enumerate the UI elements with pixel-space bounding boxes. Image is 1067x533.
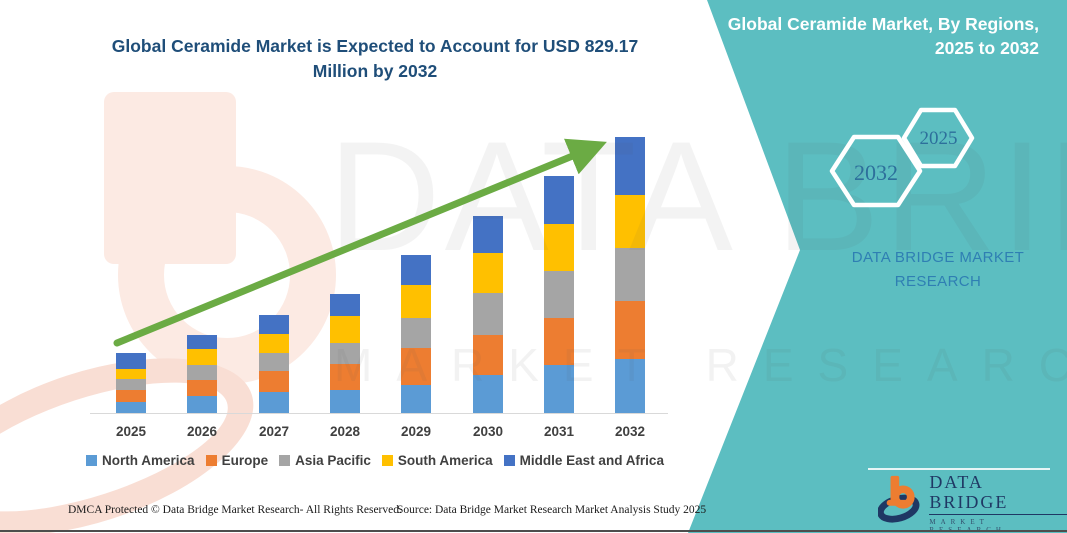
- legend-label: Asia Pacific: [295, 453, 371, 468]
- bar-segment-2031-north-america: [544, 364, 574, 413]
- bar-segment-2029-north-america: [401, 384, 431, 413]
- hexagon-2032-label: 2032: [854, 160, 898, 185]
- legend-item-north-america: North America: [86, 453, 195, 468]
- bar-segment-2029-middle-east-and-africa: [401, 254, 431, 285]
- bar-segment-2025-asia-pacific: [116, 378, 146, 390]
- x-axis-label-2028: 2028: [329, 424, 361, 439]
- legend-item-middle-east-and-africa: Middle East and Africa: [503, 453, 664, 468]
- bar-segment-2025-europe: [116, 389, 146, 402]
- bar-segment-2028-south-america: [330, 316, 360, 344]
- legend-swatch-icon: [503, 455, 515, 466]
- bar-segment-2028-middle-east-and-africa: [330, 294, 360, 317]
- legend-label: South America: [397, 453, 493, 468]
- bar-segment-2026-asia-pacific: [187, 364, 217, 381]
- bar-segment-2030-asia-pacific: [473, 293, 503, 335]
- bar-segment-2028-asia-pacific: [330, 343, 360, 365]
- logo-wordmark: DATA BRIDGE: [929, 472, 1067, 515]
- legend-swatch-icon: [279, 455, 291, 466]
- logo-divider-line: [868, 468, 1050, 470]
- dmca-text: DMCA Protected © Data Bridge Market Rese…: [68, 504, 402, 516]
- legend-item-asia-pacific: Asia Pacific: [279, 453, 371, 468]
- bar-segment-2026-middle-east-and-africa: [187, 334, 217, 350]
- bar-segment-2032-south-america: [615, 194, 645, 248]
- hexagon-2025-label: 2025: [919, 128, 958, 149]
- bar-segment-2029-south-america: [401, 284, 431, 319]
- bar-segment-2030-north-america: [473, 374, 503, 413]
- bar-segment-2027-north-america: [259, 392, 289, 413]
- bar-segment-2031-europe: [544, 318, 574, 365]
- panel-heading: Global Ceramide Market, By Regions, 2025…: [709, 13, 1039, 60]
- bar-segment-2028-north-america: [330, 389, 360, 413]
- legend-item-south-america: South America: [381, 453, 493, 468]
- source-text: Source: Data Bridge Market Research Mark…: [397, 504, 707, 516]
- bar-segment-2029-europe: [401, 348, 431, 385]
- legend-label: Europe: [221, 453, 269, 468]
- bar-segment-2027-europe: [259, 371, 289, 393]
- chart-title: Global Ceramide Market is Expected to Ac…: [88, 34, 662, 85]
- panel-heading-line1: Global Ceramide Market, By Regions,: [727, 14, 1039, 34]
- bar-segment-2027-south-america: [259, 334, 289, 354]
- chart-title-line1: Global Ceramide Market is Expected to Ac…: [111, 36, 639, 56]
- logo-subtitle: MARKET RESEARCH: [929, 517, 1001, 533]
- bar-segment-2030-south-america: [473, 253, 503, 294]
- bar-segment-2028-europe: [330, 364, 360, 390]
- bar-segment-2032-middle-east-and-africa: [615, 137, 645, 195]
- brand-text: DATA BRIDGE MARKET RESEARCH: [851, 249, 1025, 290]
- bar-segment-2025-south-america: [116, 368, 146, 379]
- bar-segment-2026-north-america: [187, 396, 217, 413]
- bar-segment-2026-europe: [187, 380, 217, 397]
- bar-segment-2030-middle-east-and-africa: [473, 215, 503, 254]
- brand-logo: DATA BRIDGE MARKET RESEARCH: [878, 472, 1067, 533]
- x-axis-label-2026: 2026: [186, 424, 218, 439]
- panel-heading-line2: 2025 to 2032: [934, 37, 1039, 58]
- bar-segment-2032-asia-pacific: [615, 247, 645, 302]
- bar-segment-2032-north-america: [615, 359, 645, 413]
- bar-segment-2025-middle-east-and-africa: [116, 353, 146, 369]
- bar-segment-2025-north-america: [116, 402, 146, 413]
- bar-segment-2030-europe: [473, 334, 503, 375]
- x-axis-label-2032: 2032: [614, 424, 646, 439]
- bottom-border-line: [0, 530, 1067, 532]
- legend-label: Middle East and Africa: [519, 453, 664, 468]
- bar-segment-2027-asia-pacific: [259, 353, 289, 372]
- legend-item-europe: Europe: [205, 453, 269, 468]
- x-axis-label-2030: 2030: [472, 424, 504, 439]
- data-bridge-logo-icon: [878, 475, 920, 523]
- bar-segment-2026-south-america: [187, 349, 217, 365]
- bar-segment-2031-south-america: [544, 224, 574, 271]
- x-axis-label-2031: 2031: [543, 424, 575, 439]
- legend: North America Europe Asia Pacific South Ame…: [80, 453, 670, 468]
- x-axis-line: [90, 413, 668, 414]
- bar-segment-2029-asia-pacific: [401, 318, 431, 349]
- chart-title-line2: Million by 2032: [312, 61, 438, 82]
- bar-segment-2032-europe: [615, 301, 645, 360]
- bar-segment-2031-middle-east-and-africa: [544, 175, 574, 225]
- x-axis-label-2029: 2029: [400, 424, 432, 439]
- x-axis-label-2025: 2025: [115, 424, 147, 439]
- x-axis-label-2027: 2027: [258, 424, 290, 439]
- bar-segment-2031-asia-pacific: [544, 270, 574, 319]
- legend-swatch-icon: [86, 455, 98, 466]
- legend-swatch-icon: [205, 455, 217, 466]
- legend-label: North America: [102, 453, 195, 468]
- bar-segment-2027-middle-east-and-africa: [259, 314, 289, 335]
- legend-swatch-icon: [381, 455, 393, 466]
